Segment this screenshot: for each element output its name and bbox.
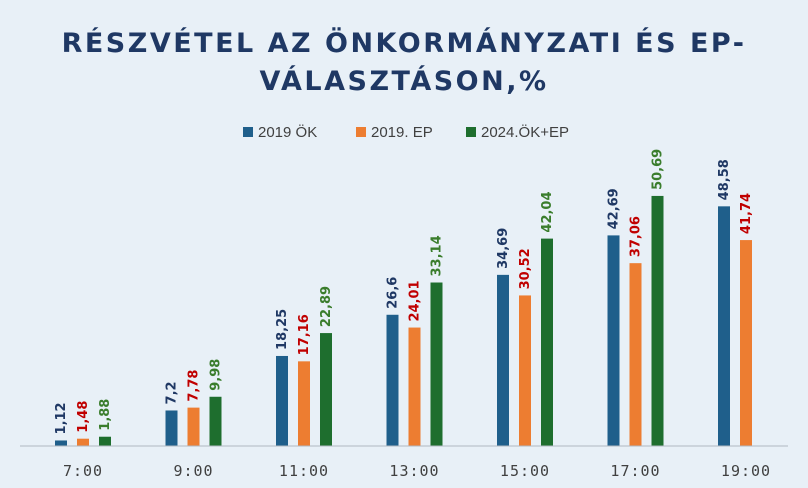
x-tick-1900: 19:00 bbox=[721, 462, 771, 480]
legend-entry-1: 2019 ÖK bbox=[258, 123, 317, 141]
data-labels-group: 1,12 1,48 1,88 7,2 7,78 9,98 18,25 17,16 22,89 26… bbox=[54, 149, 754, 435]
data-label-900-series-3: 9,98 bbox=[209, 359, 224, 391]
bar-700-series-3 bbox=[99, 436, 111, 446]
data-label-1100-series-1: 18,25 bbox=[275, 309, 290, 350]
data-label-900-series-2: 7,78 bbox=[187, 370, 202, 402]
bar-1300-series-1 bbox=[386, 314, 399, 446]
legend-entry-2: 2019. EP bbox=[371, 124, 433, 141]
data-label-1700-series-2: 37,06 bbox=[629, 216, 644, 257]
data-label-1300-series-2: 24,01 bbox=[408, 280, 423, 321]
bar-1700-series-2 bbox=[629, 263, 642, 446]
data-label-1700-series-3: 50,69 bbox=[651, 149, 666, 190]
legend-swatch-1 bbox=[243, 127, 253, 137]
data-label-700-series-3: 1,88 bbox=[98, 399, 113, 431]
bar-700-series-1 bbox=[55, 440, 67, 446]
bar-1100-series-2 bbox=[298, 361, 310, 446]
bar-700-series-2 bbox=[77, 438, 89, 446]
legend-swatch-2 bbox=[356, 127, 366, 137]
bar-1900-series-1 bbox=[718, 206, 730, 446]
bars-group bbox=[55, 195, 752, 446]
bar-900-series-3 bbox=[209, 396, 222, 446]
bar-1700-series-1 bbox=[607, 235, 620, 446]
x-tick-1300: 13:00 bbox=[389, 462, 439, 480]
data-label-1700-series-1: 42,69 bbox=[607, 188, 622, 229]
bar-1100-series-1 bbox=[276, 355, 288, 446]
data-label-1900-series-2: 41,74 bbox=[739, 193, 754, 234]
data-label-1100-series-3: 22,89 bbox=[319, 286, 334, 327]
data-label-1900-series-1: 48,58 bbox=[717, 159, 732, 200]
bar-900-series-2 bbox=[187, 407, 200, 446]
bar-1100-series-3 bbox=[320, 333, 332, 446]
legend: 2019 ÖK 2019. EP 2024.ÖK+EP bbox=[243, 123, 569, 141]
chart-title-line-2: VÁLASZTÁSON,% bbox=[259, 65, 548, 97]
bar-1900-series-2 bbox=[740, 240, 752, 446]
bar-1500-series-1 bbox=[497, 274, 509, 446]
data-label-700-series-2: 1,48 bbox=[76, 401, 91, 433]
x-tick-1500: 15:00 bbox=[500, 462, 550, 480]
x-tick-700: 7:00 bbox=[63, 462, 103, 480]
x-axis-tick-labels: 7:00 9:00 11:00 13:00 15:00 17:00 19:00 bbox=[63, 462, 771, 480]
data-label-1100-series-2: 17,16 bbox=[297, 314, 312, 355]
data-label-1500-series-2: 30,52 bbox=[518, 248, 533, 289]
bar-1300-series-3 bbox=[430, 282, 443, 446]
data-label-1300-series-3: 33,14 bbox=[430, 235, 445, 276]
legend-entry-3: 2024.ÖK+EP bbox=[481, 123, 569, 141]
data-label-700-series-1: 1,12 bbox=[54, 402, 69, 434]
data-label-1500-series-1: 34,69 bbox=[496, 228, 511, 269]
bar-1500-series-3 bbox=[541, 238, 553, 446]
bar-1700-series-3 bbox=[651, 195, 664, 446]
bar-1300-series-2 bbox=[408, 327, 421, 446]
data-label-1300-series-1: 26,6 bbox=[386, 277, 401, 309]
data-label-1500-series-3: 42,04 bbox=[540, 191, 555, 232]
bar-900-series-1 bbox=[165, 410, 178, 446]
bar-1500-series-2 bbox=[519, 295, 531, 446]
x-tick-900: 9:00 bbox=[173, 462, 213, 480]
x-tick-1700: 17:00 bbox=[610, 462, 660, 480]
chart-title-line-1: RÉSZVÉTEL AZ ÖNKORMÁNYZATI ÉS EP- bbox=[62, 26, 747, 59]
data-label-900-series-1: 7,2 bbox=[165, 381, 180, 404]
x-tick-1100: 11:00 bbox=[279, 462, 329, 480]
legend-swatch-3 bbox=[466, 127, 476, 137]
